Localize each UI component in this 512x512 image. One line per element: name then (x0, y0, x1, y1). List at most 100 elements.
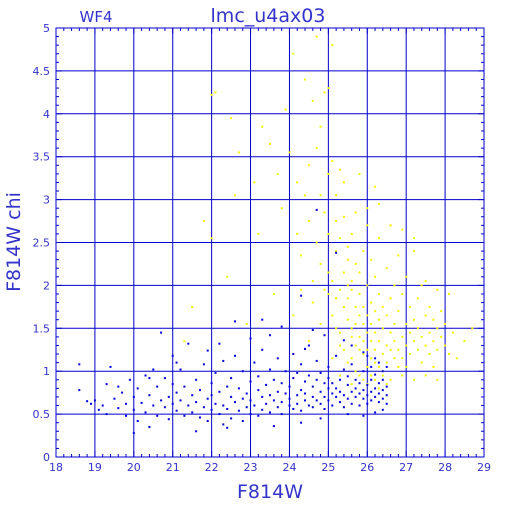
yellow-data-point (440, 335, 443, 338)
yellow-data-point (319, 262, 322, 265)
yellow-data-point (436, 327, 439, 330)
yellow-data-point (358, 335, 361, 338)
yellow-data-point (362, 305, 365, 308)
blue-data-point (245, 406, 248, 409)
yellow-data-point (385, 267, 388, 270)
blue-data-point (280, 401, 283, 404)
blue-data-point (183, 385, 186, 388)
yellow-data-point (292, 314, 295, 317)
yellow-data-point (381, 374, 384, 377)
yellow-data-point (346, 258, 349, 261)
blue-data-point (358, 404, 361, 407)
blue-data-point (377, 382, 380, 385)
blue-data-point (101, 404, 104, 407)
blue-data-point (187, 342, 190, 345)
yellow-data-point (354, 211, 357, 214)
blue-data-point (253, 404, 256, 407)
blue-data-point (370, 390, 373, 393)
blue-data-point (304, 347, 306, 350)
yellow-data-point (405, 365, 408, 368)
blue-data-point (125, 402, 127, 405)
x-tick-label: 19 (88, 461, 102, 474)
yellow-data-point (276, 172, 279, 175)
yellow-data-point (284, 108, 287, 111)
yellow-data-point (339, 168, 341, 171)
yellow-data-point (405, 323, 408, 325)
blue-data-point (327, 365, 330, 368)
yellow-data-point (323, 91, 326, 94)
yellow-data-point (358, 314, 361, 317)
blue-data-point (245, 392, 248, 395)
yellow-data-point (307, 340, 310, 343)
yellow-data-point (342, 305, 345, 308)
blue-data-point (175, 391, 178, 394)
blue-data-point (191, 394, 194, 397)
yellow-data-point (370, 340, 373, 343)
yellow-data-point (339, 331, 341, 334)
blue-data-point (234, 320, 236, 323)
blue-data-point (276, 357, 279, 360)
blue-data-point (342, 394, 345, 397)
yellow-data-point (358, 374, 361, 377)
yellow-data-point (311, 301, 314, 304)
yellow-data-point (385, 383, 388, 386)
yellow-data-point (319, 194, 322, 197)
blue-data-point (97, 408, 100, 411)
blue-data-point (304, 392, 306, 395)
blue-data-point (230, 417, 233, 420)
yellow-data-point (393, 357, 396, 360)
yellow-data-point (424, 374, 427, 377)
blue-data-point (210, 382, 213, 385)
yellow-data-point (409, 331, 412, 334)
blue-data-point (342, 406, 345, 409)
yellow-data-point (463, 340, 466, 343)
yellow-data-point (327, 271, 330, 274)
blue-data-point (366, 394, 369, 397)
yellow-data-point (339, 288, 341, 291)
blue-data-point (354, 395, 357, 398)
blue-data-point (296, 402, 299, 405)
yellow-data-point (354, 305, 357, 308)
blue-data-point (171, 402, 174, 405)
blue-data-point (292, 408, 295, 410)
blue-data-point (307, 344, 310, 347)
blue-data-point (377, 401, 380, 404)
blue-data-point (171, 383, 174, 386)
blue-data-point (187, 404, 190, 407)
blue-data-point (257, 375, 260, 378)
blue-data-point (241, 370, 244, 373)
x-tick-label: 23 (244, 461, 258, 474)
x-tick-label: 21 (166, 461, 180, 474)
blue-data-point (179, 368, 182, 371)
blue-data-point (327, 377, 330, 380)
blue-data-point (300, 363, 303, 366)
blue-data-point (370, 378, 373, 381)
blue-data-point (307, 374, 310, 377)
blue-data-point (214, 402, 217, 405)
yellow-data-point (304, 194, 306, 197)
blue-data-point (218, 390, 221, 393)
yellow-data-point (354, 323, 357, 325)
blue-data-point (311, 385, 314, 388)
yellow-data-point (339, 374, 341, 377)
blue-data-point (163, 406, 166, 409)
yellow-data-point (377, 387, 380, 390)
blue-data-point (272, 378, 275, 381)
blue-data-point (152, 368, 155, 371)
yellow-data-point (397, 365, 400, 368)
blue-data-point (366, 354, 369, 357)
blue-data-point (226, 408, 229, 410)
yellow-data-point (374, 185, 377, 188)
blue-data-point (354, 378, 357, 381)
yellow-data-point (374, 348, 377, 351)
yellow-data-point (432, 318, 435, 321)
blue-data-point (319, 371, 322, 374)
blue-data-point (160, 399, 163, 402)
blue-data-point (163, 377, 166, 380)
blue-data-point (265, 402, 268, 405)
yellow-data-point (370, 323, 373, 325)
blue-data-point (323, 382, 326, 385)
yellow-data-point (370, 301, 373, 304)
yellow-data-point (311, 280, 314, 283)
yellow-data-point (401, 357, 404, 360)
